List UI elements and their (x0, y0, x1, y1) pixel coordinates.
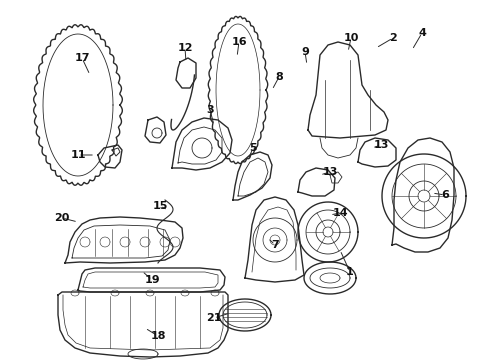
Text: 3: 3 (206, 105, 214, 115)
Text: 11: 11 (70, 150, 86, 160)
Text: 1: 1 (346, 267, 354, 277)
Text: 16: 16 (231, 37, 247, 47)
Text: 10: 10 (343, 33, 359, 43)
Text: 17: 17 (74, 53, 90, 63)
Text: 7: 7 (271, 240, 279, 250)
Text: 13: 13 (322, 167, 338, 177)
Text: 19: 19 (144, 275, 160, 285)
Text: 12: 12 (177, 43, 193, 53)
Text: 9: 9 (301, 47, 309, 57)
Text: 5: 5 (249, 143, 257, 153)
Text: 4: 4 (418, 28, 426, 38)
Text: 13: 13 (373, 140, 389, 150)
Text: 20: 20 (54, 213, 70, 223)
Text: 8: 8 (275, 72, 283, 82)
Text: 6: 6 (441, 190, 449, 200)
Text: 18: 18 (150, 331, 166, 341)
Text: 14: 14 (332, 208, 348, 218)
Text: 15: 15 (152, 201, 168, 211)
Text: 21: 21 (206, 313, 222, 323)
Text: 2: 2 (389, 33, 397, 43)
